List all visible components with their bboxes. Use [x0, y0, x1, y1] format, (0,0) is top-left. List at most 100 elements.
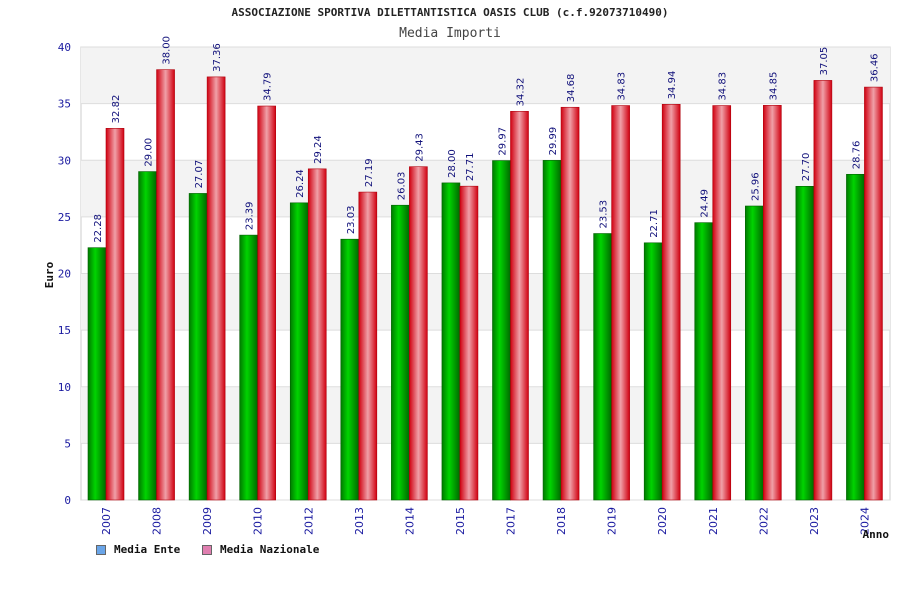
bar-media-nazionale-2007	[105, 128, 125, 501]
data-label: 34.83	[718, 72, 729, 101]
x-tick-label: 2017	[505, 507, 518, 535]
data-label: 23.39	[245, 201, 256, 230]
y-tick-label: 30	[58, 154, 71, 167]
bar-media-ente-2014	[391, 204, 410, 501]
bar-media-nazionale-2014	[409, 166, 428, 501]
bar-media-ente-2010	[239, 234, 258, 501]
data-label: 29.24	[313, 135, 324, 164]
data-label: 27.19	[364, 158, 375, 187]
data-label: 28.76	[851, 141, 862, 170]
bar-media-nazionale-2019	[611, 105, 630, 501]
x-tick-label: 2009	[201, 507, 214, 535]
data-label: 25.96	[750, 172, 761, 201]
legend-swatch-media-ente	[96, 544, 106, 555]
data-labels-group: 22.28 32.82 29.00 38.00 27.07 37.36 23.39 34.79…	[93, 36, 880, 243]
bar-media-ente-2021	[694, 222, 714, 501]
bar-media-ente-2012	[289, 202, 309, 501]
x-tick-label: 2023	[808, 507, 821, 535]
data-label: 34.94	[667, 71, 678, 100]
y-tick-label: 20	[58, 268, 71, 281]
data-label: 29.97	[498, 127, 509, 156]
bar-media-nazionale-2012	[307, 168, 327, 501]
bar-media-ente-2008	[138, 171, 157, 501]
data-label: 37.36	[212, 43, 223, 72]
data-label: 27.71	[465, 153, 476, 182]
data-label: 34.79	[263, 72, 274, 101]
legend-label-media-nazionale: Media Nazionale	[220, 543, 320, 556]
legend-label-media-ente: Media Ente	[114, 543, 181, 556]
data-label: 29.43	[414, 133, 425, 162]
bar-media-nazionale-2022	[763, 105, 782, 501]
bar-media-nazionale-2018	[560, 106, 580, 501]
data-label: 28.00	[447, 149, 458, 178]
bar-media-ente-2009	[188, 193, 208, 501]
data-label: 26.24	[295, 169, 306, 198]
x-tick-label: 2015	[454, 507, 467, 535]
y-axis-ticks: 0 5 10 15 20 25 30 35 40	[58, 41, 71, 507]
data-label: 27.70	[801, 153, 812, 182]
bar-media-ente-2024	[846, 173, 865, 501]
y-tick-label: 10	[58, 381, 71, 394]
data-label: 34.32	[516, 78, 527, 107]
data-label: 34.85	[768, 72, 779, 101]
legend-item-media-ente: Media Ente	[96, 543, 180, 556]
bar-media-ente-2019	[593, 233, 612, 501]
bar-media-ente-2017	[492, 160, 511, 501]
bar-media-nazionale-2023	[813, 80, 833, 501]
bar-media-nazionale-2013	[358, 191, 378, 501]
data-label: 34.68	[566, 74, 577, 103]
bar-media-ente-2015	[441, 182, 461, 501]
data-label: 27.07	[194, 160, 205, 189]
x-tick-label: 2024	[858, 507, 871, 535]
bar-media-nazionale-2010	[257, 105, 276, 501]
data-label: 22.71	[649, 209, 660, 238]
x-tick-label: 2012	[302, 507, 315, 535]
x-tick-label: 2021	[707, 507, 720, 535]
bar-media-ente-2022	[745, 205, 764, 501]
bar-media-nazionale-2015	[459, 185, 479, 501]
x-tick-label: 2007	[100, 507, 113, 535]
x-tick-label: 2014	[403, 507, 416, 535]
bar-media-ente-2023	[795, 185, 815, 501]
bar-media-nazionale-2021	[712, 105, 732, 501]
bar-media-ente-2020	[643, 242, 663, 501]
bar-media-nazionale-2017	[510, 111, 529, 501]
legend-swatch-media-nazionale	[202, 544, 212, 555]
y-tick-label: 5	[64, 437, 71, 450]
x-tick-label: 2018	[555, 507, 568, 535]
data-label: 22.28	[93, 214, 104, 243]
x-tick-label: 2010	[252, 507, 265, 535]
data-label: 32.82	[111, 95, 122, 124]
data-label: 38.00	[162, 36, 173, 65]
data-label: 29.99	[548, 127, 559, 156]
data-label: 26.03	[396, 172, 407, 201]
x-tick-label: 2022	[757, 507, 770, 535]
x-tick-label: 2020	[656, 507, 669, 535]
data-label: 36.46	[869, 53, 880, 82]
x-axis-ticks: 2007 2008 2009 2010 2012 2013 2014 2015 2017 2018…	[100, 507, 871, 535]
data-label: 37.05	[819, 47, 830, 76]
data-label: 24.49	[700, 189, 711, 218]
x-tick-label: 2019	[606, 507, 619, 535]
x-axis-label: Anno	[863, 528, 890, 541]
y-tick-label: 25	[58, 211, 71, 224]
x-tick-label: 2013	[353, 507, 366, 535]
data-label: 29.00	[144, 138, 155, 167]
bar-media-ente-2013	[340, 238, 360, 501]
bar-media-nazionale-2008	[156, 69, 175, 501]
y-axis-label: Euro	[43, 261, 56, 288]
data-label: 23.03	[346, 206, 357, 235]
x-tick-label: 2008	[151, 507, 164, 535]
data-label: 23.53	[599, 200, 610, 229]
bars-group	[87, 69, 883, 501]
bar-media-nazionale-2009	[206, 76, 226, 501]
bar-media-nazionale-2020	[661, 104, 681, 501]
y-tick-label: 0	[64, 494, 71, 507]
chart-subtitle: Media Importi	[399, 26, 501, 41]
bar-media-nazionale-2024	[864, 86, 883, 501]
y-tick-label: 35	[58, 98, 71, 111]
bar-media-ente-2018	[542, 160, 562, 501]
y-tick-label: 40	[58, 41, 71, 54]
chart-title: ASSOCIAZIONE SPORTIVA DILETTANTISTICA OA…	[231, 6, 669, 19]
